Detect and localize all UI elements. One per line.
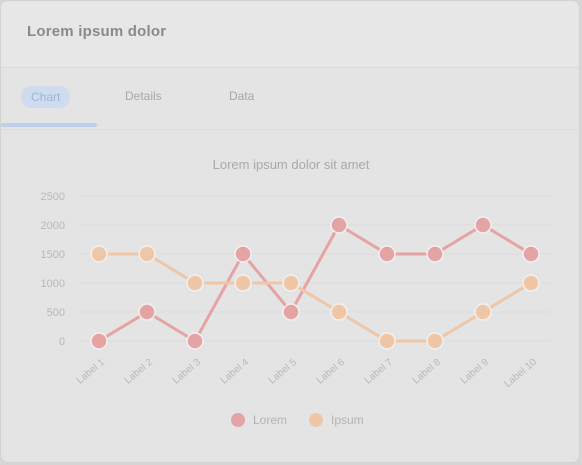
data-point-ipsum[interactable] <box>330 303 348 321</box>
y-tick-label: 1500 <box>41 249 65 261</box>
tab-data[interactable]: Data <box>229 89 255 103</box>
x-axis: Label 1 Label 2 Label 3 Label 4 Label 5 Label… <box>75 357 540 390</box>
series-layer <box>90 216 540 350</box>
chart-title: Lorem ipsum dolor sit amet <box>213 157 370 172</box>
tab-chart[interactable]: Chart <box>21 86 71 108</box>
legend-item-ipsum[interactable]: Ipsum <box>309 413 364 427</box>
legend-label-ipsum: Ipsum <box>331 413 364 427</box>
x-tick-label: Label 7 <box>363 357 396 387</box>
x-tick-label: Label 10 <box>502 357 539 390</box>
series-line-ipsum <box>99 252 532 343</box>
x-tick-label: Label 8 <box>411 357 444 387</box>
data-point-ipsum[interactable] <box>378 332 396 350</box>
data-point-lorem[interactable] <box>330 216 348 234</box>
x-tick-label: Label 5 <box>267 357 300 387</box>
x-tick-label: Label 4 <box>219 357 252 387</box>
data-point-lorem[interactable] <box>474 216 492 234</box>
series-line-lorem <box>98 223 532 343</box>
grid-layer <box>79 195 551 342</box>
data-point-lorem[interactable] <box>426 245 444 263</box>
data-point-ipsum[interactable] <box>234 274 252 292</box>
legend-item-lorem[interactable]: Lorem <box>231 413 287 427</box>
data-point-lorem[interactable] <box>282 303 300 321</box>
x-tick-label: Label 2 <box>123 357 156 387</box>
y-tick-label: 0 <box>59 336 65 348</box>
x-tick-label: Label 9 <box>459 357 492 387</box>
legend-swatch-lorem <box>231 413 245 427</box>
window-header: Lorem ipsum dolor <box>1 1 579 68</box>
data-point-lorem[interactable] <box>90 332 108 350</box>
legend-label-lorem: Lorem <box>253 413 288 427</box>
data-point-lorem[interactable] <box>234 245 252 263</box>
data-point-lorem[interactable] <box>186 332 204 350</box>
chart-container: Lorem ipsum dolor sit amet 0 500 1000 1500 2… <box>11 141 571 461</box>
data-point-ipsum[interactable] <box>282 274 300 292</box>
data-point-ipsum[interactable] <box>474 303 492 321</box>
x-tick-label: Label 1 <box>75 357 108 387</box>
data-point-lorem[interactable] <box>138 303 156 321</box>
data-point-ipsum[interactable] <box>186 274 204 292</box>
tab-details[interactable]: Details <box>125 89 162 103</box>
y-axis: 0 500 1000 1500 2000 2500 <box>41 191 65 348</box>
data-point-ipsum[interactable] <box>426 332 444 350</box>
data-point-lorem[interactable] <box>378 245 396 263</box>
data-point-ipsum[interactable] <box>138 245 156 263</box>
active-tab-indicator <box>1 123 97 127</box>
y-tick-label: 2000 <box>41 220 65 232</box>
data-point-ipsum[interactable] <box>522 274 540 292</box>
y-tick-label: 1000 <box>41 278 65 290</box>
legend: Lorem Ipsum <box>11 413 571 433</box>
x-tick-label: Label 3 <box>171 357 204 387</box>
line-chart: Lorem ipsum dolor sit amet 0 500 1000 1500 2… <box>41 157 551 390</box>
y-tick-label: 2500 <box>41 191 65 203</box>
window-title: Lorem ipsum dolor <box>27 23 167 40</box>
legend-swatch-ipsum <box>309 413 323 427</box>
y-tick-label: 500 <box>47 307 65 319</box>
data-point-lorem[interactable] <box>522 245 540 263</box>
data-point-ipsum[interactable] <box>90 245 108 263</box>
tab-bar: Chart Details Data <box>1 79 579 130</box>
x-tick-label: Label 6 <box>315 357 348 387</box>
